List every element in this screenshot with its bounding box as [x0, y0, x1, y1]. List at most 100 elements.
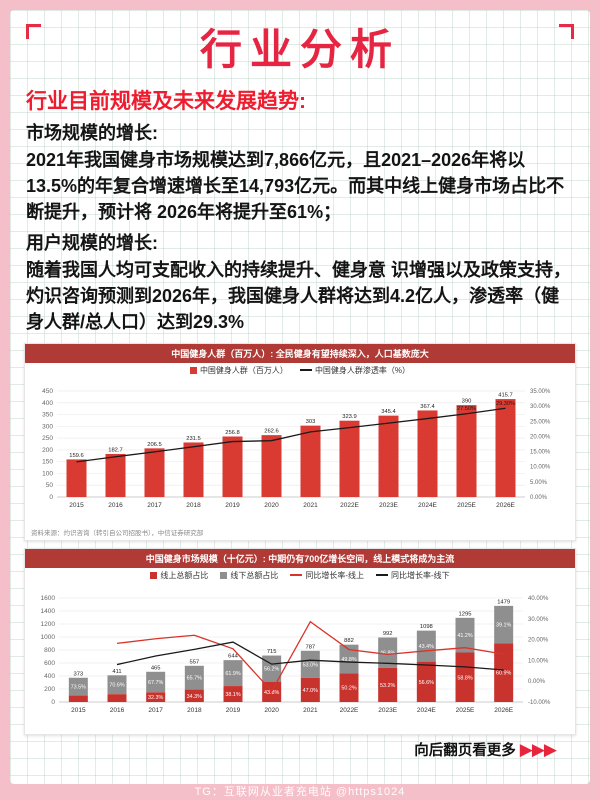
svg-text:35.00%: 35.00% [530, 389, 551, 395]
svg-text:34.3%: 34.3% [187, 693, 202, 699]
legend-swatch-icon [150, 571, 158, 579]
svg-text:992: 992 [383, 631, 393, 637]
svg-text:2015: 2015 [71, 707, 86, 714]
svg-text:2023E: 2023E [379, 502, 398, 509]
svg-text:2022E: 2022E [340, 502, 359, 509]
svg-text:367.4: 367.4 [420, 404, 435, 410]
legend-label: 线下总额占比 [230, 570, 279, 580]
svg-text:390: 390 [462, 398, 472, 404]
market-scale-heading: 市场规模的增长: [26, 123, 158, 143]
legend-label: 线上总额占比 [160, 570, 209, 580]
svg-text:73.5%: 73.5% [71, 684, 86, 690]
svg-text:1295: 1295 [459, 611, 472, 617]
svg-text:450: 450 [42, 388, 53, 395]
svg-text:2017: 2017 [147, 502, 162, 509]
svg-text:70.6%: 70.6% [109, 682, 124, 688]
svg-text:53.2%: 53.2% [380, 682, 395, 688]
svg-text:2021: 2021 [303, 502, 318, 509]
svg-text:1098: 1098 [420, 624, 433, 630]
svg-text:0: 0 [51, 699, 55, 706]
svg-text:-10.00%: -10.00% [528, 700, 551, 706]
chart1-plot: 0 50 100 150 200 250 300 350 400 450 0.00% 5.00% 10.… [42, 388, 551, 509]
svg-text:373: 373 [73, 671, 83, 677]
legend-label: 中国健身人群（百万人） [199, 365, 288, 375]
svg-text:1400: 1400 [41, 608, 56, 615]
chart2-plot: 0 200 400 600 800 1000 1200 1400 1600 -10.00% 0.00… [41, 595, 551, 714]
svg-text:256.8: 256.8 [225, 430, 240, 436]
svg-text:2018: 2018 [187, 707, 202, 714]
svg-text:20.00%: 20.00% [530, 434, 551, 440]
legend-label: 中国健身人群渗透率（%） [314, 365, 411, 375]
next-page-hint[interactable]: 向后翻页看更多 ▶▶▶ [10, 739, 557, 760]
svg-text:557: 557 [189, 659, 199, 665]
svg-text:38.1%: 38.1% [225, 692, 240, 698]
fitness-population-chart-card: 中国健身人群（百万人）: 全民健身有望持续深入，人口基数庞大 中国健身人群（百万… [24, 342, 576, 541]
svg-text:200: 200 [42, 446, 53, 453]
svg-text:43.8%: 43.8% [264, 689, 279, 695]
section-subtitle: 行业目前规模及未来发展趋势: [26, 90, 306, 113]
svg-text:49.8%: 49.8% [341, 657, 356, 663]
svg-text:600: 600 [44, 660, 55, 667]
chart1-bars: 159.6 2015 182.7 2016 206.5 2017 231.5 2018 256.… [66, 392, 516, 509]
svg-text:56.6%: 56.6% [419, 679, 434, 685]
legend-label: 同比增长率-线上 [305, 570, 364, 580]
svg-text:2016: 2016 [110, 707, 125, 714]
legend-item: 中国健身人群（百万人） [189, 365, 288, 376]
svg-text:2023E: 2023E [378, 707, 397, 714]
chart1-penetration-line: 27.50% 29.30% [76, 400, 515, 463]
body-text: 市场规模的增长: 2021年我国健身市场规模达到7,866亿元，且2021–20… [26, 119, 574, 336]
legend-item: 中国健身人群渗透率（%） [299, 365, 411, 376]
svg-text:882: 882 [344, 638, 354, 644]
svg-text:400: 400 [44, 673, 55, 680]
forward-arrows-icon: ▶▶▶ [519, 739, 557, 759]
svg-text:2019: 2019 [226, 707, 241, 714]
chart2-stacked-bars: 373 73.5% 2015 411 70.6% 2016 465 67.7% 32.3% 201… [68, 599, 514, 714]
svg-text:2021: 2021 [303, 707, 318, 714]
svg-text:32.3%: 32.3% [148, 695, 163, 701]
svg-text:182.7: 182.7 [108, 447, 123, 453]
svg-text:39.1%: 39.1% [496, 622, 511, 628]
legend-line-icon [290, 574, 303, 577]
legend-line-icon [299, 369, 312, 372]
svg-text:2025E: 2025E [456, 707, 475, 714]
svg-text:53.0%: 53.0% [303, 662, 318, 668]
next-page-text: 向后翻页看更多 [414, 742, 516, 759]
user-scale-paragraph: 随着我国人均可支配收入的持续提升、健身意 识增强以及政策支持，灼识咨询预测到20… [26, 260, 571, 333]
svg-text:323.9: 323.9 [342, 414, 357, 420]
svg-text:262.6: 262.6 [264, 428, 279, 434]
svg-text:1600: 1600 [41, 595, 56, 602]
svg-text:15.00%: 15.00% [530, 449, 551, 455]
corner-mark-right-icon [559, 24, 574, 39]
svg-text:60.9%: 60.9% [496, 670, 511, 676]
svg-text:345.4: 345.4 [381, 409, 396, 415]
svg-text:2018: 2018 [186, 502, 201, 509]
svg-text:56.2%: 56.2% [264, 666, 279, 672]
svg-text:415.7: 415.7 [498, 392, 513, 398]
svg-text:800: 800 [44, 647, 55, 654]
legend-item: 线下总额占比 [220, 570, 278, 581]
svg-text:40.00%: 40.00% [528, 596, 549, 602]
svg-text:0: 0 [49, 494, 53, 501]
svg-text:2017: 2017 [148, 707, 163, 714]
svg-text:10.00%: 10.00% [528, 658, 549, 664]
svg-text:2015: 2015 [69, 502, 84, 509]
legend-item: 同比增长率-线上 [290, 570, 364, 581]
chart2-grid: 0 200 400 600 800 1000 1200 1400 1600 -10.00% 0.00… [41, 595, 551, 706]
chart1-source: 资料来源：灼识咨询（转引自公司招股书），中信证券研究部 [31, 529, 204, 537]
svg-text:50: 50 [46, 482, 54, 489]
svg-text:411: 411 [112, 668, 121, 674]
svg-text:231.5: 231.5 [186, 436, 201, 442]
svg-text:787: 787 [305, 644, 315, 650]
svg-text:61.9%: 61.9% [225, 671, 240, 677]
watermark: TG：互联网从业者充电站 @https1024 [194, 786, 406, 798]
corner-mark-left-icon [26, 24, 41, 39]
market-scale-paragraph: 2021年我国健身市场规模达到7,866亿元，且2021–2026年将以13.5… [26, 150, 565, 223]
svg-text:350: 350 [42, 411, 53, 418]
svg-text:2020: 2020 [264, 707, 279, 714]
svg-text:2024E: 2024E [417, 707, 436, 714]
fitness-market-size-chart-card: 中国健身市场规模（十亿元）: 中期仍有700亿增长空间，线上模式将成为主流 线上… [24, 547, 576, 735]
svg-text:644: 644 [228, 653, 238, 659]
chart2-growth-lines [116, 620, 504, 692]
svg-text:46.8%: 46.8% [380, 650, 395, 656]
svg-text:2025E: 2025E [457, 502, 476, 509]
